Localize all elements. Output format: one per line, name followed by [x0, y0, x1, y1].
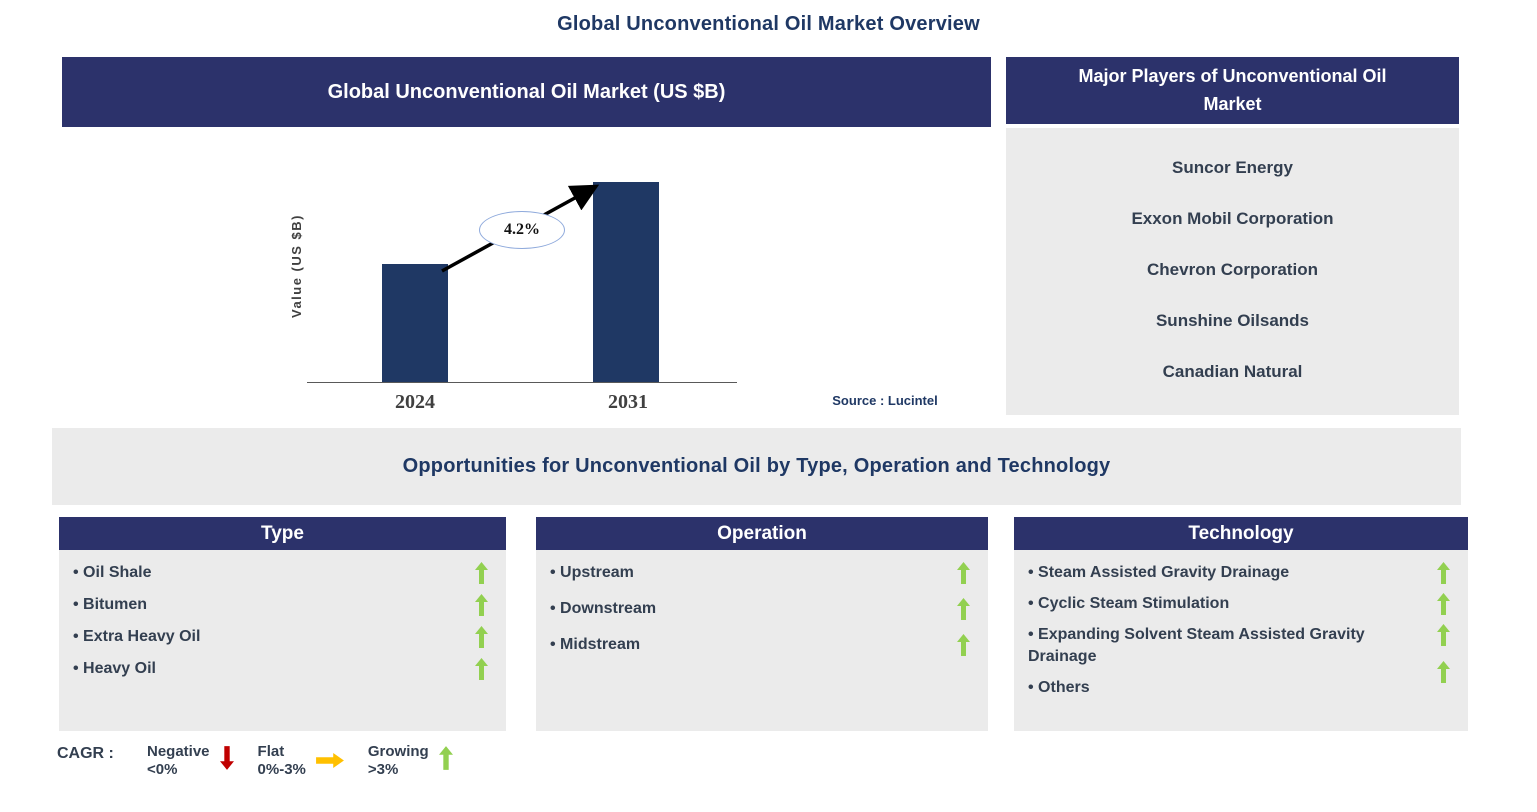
bar-chart: Value (US $B) 4.2% 2024 2031 Source : Lu… — [62, 127, 991, 420]
list-item: Steam Assisted Gravity Drainage — [1028, 562, 1450, 584]
technology-column-body: Steam Assisted Gravity Drainage Cyclic S… — [1014, 550, 1468, 731]
type-column-body: Oil Shale Bitumen Extra Heavy Oil Heavy … — [59, 550, 506, 731]
trend-up-icon — [475, 658, 488, 680]
list-item: Canadian Natural — [1162, 361, 1303, 381]
list-item: Exxon Mobil Corporation — [1131, 208, 1334, 228]
list-item: Sunshine Oilsands — [1155, 310, 1310, 330]
list-item: Downstream — [550, 598, 970, 625]
y-axis-label: Value (US $B) — [289, 213, 304, 319]
list-item: Oil Shale — [73, 562, 488, 585]
cagr-value: 4.2% — [504, 221, 540, 238]
technology-column: Technology Steam Assisted Gravity Draina… — [1014, 517, 1468, 731]
type-column-header: Type — [59, 517, 506, 550]
right-arrow-icon — [315, 753, 344, 768]
bar-2024 — [382, 264, 448, 382]
trend-up-icon — [957, 598, 970, 620]
legend-item-negative: Negative <0% — [147, 743, 234, 779]
type-column: Type Oil Shale Bitumen Extra Heavy Oil — [59, 517, 506, 731]
up-arrow-icon — [438, 746, 453, 770]
trend-up-icon — [475, 626, 488, 648]
bar-2031 — [593, 182, 659, 382]
down-arrow-icon — [219, 746, 234, 770]
list-item: Chevron Corporation — [1147, 259, 1318, 279]
page-title: Global Unconventional Oil Market Overvie… — [557, 13, 980, 35]
players-panel-title: Major Players of Unconventional Oil Mark… — [1078, 65, 1387, 114]
trend-up-icon — [1437, 562, 1450, 584]
source-note: Source : Lucintel — [832, 393, 938, 408]
x-tick-2024: 2024 — [395, 391, 435, 413]
legend-label: Growing — [367, 743, 429, 760]
list-item: Midstream — [550, 634, 970, 661]
trend-up-icon — [1437, 661, 1450, 683]
cagr-growth-arrow — [441, 184, 600, 273]
trend-up-icon — [475, 594, 488, 616]
list-item: Suncor Energy — [1172, 157, 1293, 177]
opportunities-banner-title: Opportunities for Unconventional Oil by … — [402, 455, 1111, 477]
trend-up-icon — [957, 634, 970, 656]
cagr-callout: 4.2% — [479, 211, 565, 249]
legend-range: <0% — [147, 761, 178, 778]
legend-item-growing: Growing >3% — [368, 743, 453, 779]
legend-item-flat: Flat 0%-3% — [258, 743, 344, 779]
opportunities-banner: Opportunities for Unconventional Oil by … — [52, 428, 1461, 505]
operation-column: Operation Upstream Downstream Midstream — [536, 517, 988, 731]
x-axis-line — [307, 382, 737, 383]
legend-label: Flat — [257, 743, 285, 760]
cagr-legend: CAGR : Negative <0% Flat 0%-3% Growing >… — [57, 743, 477, 779]
trend-up-icon — [475, 562, 488, 584]
legend-range: 0%-3% — [257, 761, 306, 778]
list-item: Bitumen — [73, 594, 488, 617]
x-tick-2031: 2031 — [608, 391, 648, 413]
list-item: Others — [1028, 661, 1450, 699]
trend-up-icon — [957, 562, 970, 584]
list-item: Heavy Oil — [73, 658, 488, 681]
legend-range: >3% — [367, 761, 399, 778]
technology-column-header: Technology — [1014, 517, 1468, 550]
list-item: Cyclic Steam Stimulation — [1028, 593, 1450, 615]
trend-up-icon — [1437, 624, 1450, 646]
operation-column-body: Upstream Downstream Midstream — [536, 550, 988, 731]
list-item: Extra Heavy Oil — [73, 626, 488, 649]
list-item: Upstream — [550, 562, 970, 589]
chart-panel-title: Global Unconventional Oil Market (US $B) — [327, 80, 726, 103]
legend-label: Negative — [147, 743, 210, 760]
operation-column-header: Operation — [536, 517, 988, 550]
list-item: Expanding Solvent Steam Assisted Gravity… — [1028, 624, 1450, 668]
players-list: Suncor Energy Exxon Mobil Corporation Ch… — [1006, 128, 1459, 415]
cagr-legend-prefix: CAGR : — [57, 745, 114, 762]
trend-up-icon — [1437, 593, 1450, 615]
chart-panel-header: Global Unconventional Oil Market (US $B) — [62, 57, 991, 127]
players-panel-header: Major Players of Unconventional Oil Mark… — [1006, 57, 1459, 124]
